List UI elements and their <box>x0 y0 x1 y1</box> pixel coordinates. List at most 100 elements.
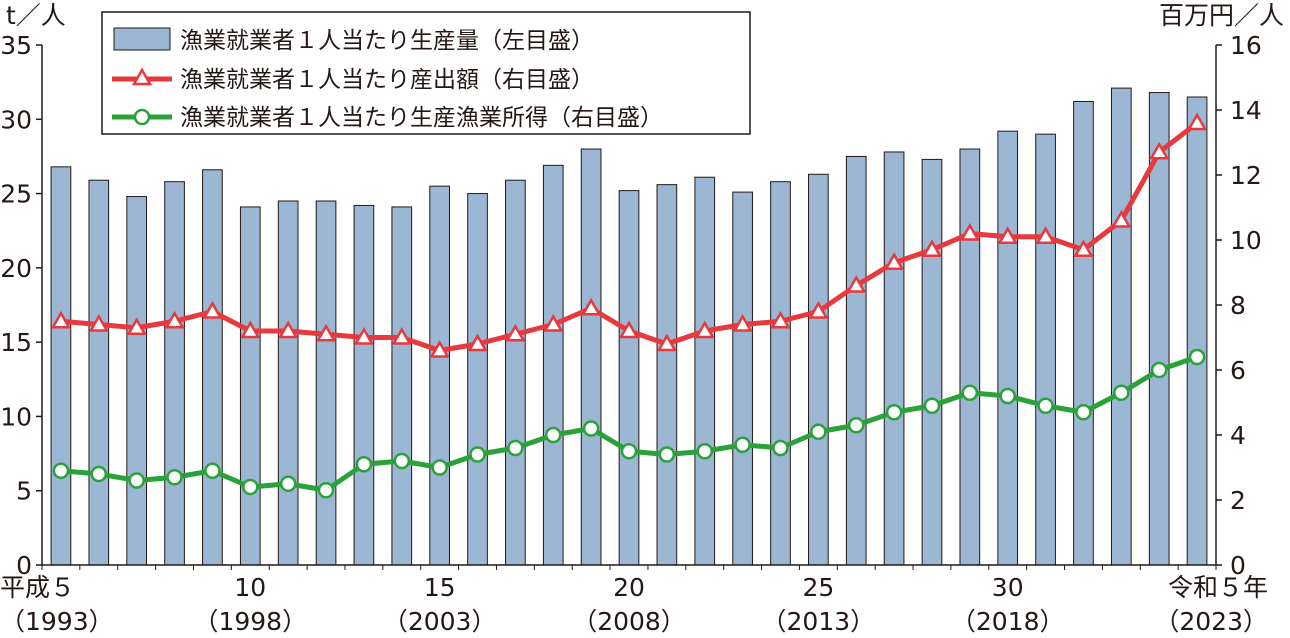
point-income <box>1113 384 1130 401</box>
point-output <box>315 323 337 342</box>
point-income <box>393 452 411 470</box>
bar <box>353 204 375 566</box>
point-output <box>959 222 980 241</box>
point-income <box>317 482 335 499</box>
point-income <box>431 459 448 476</box>
point-income <box>810 423 827 440</box>
point-output <box>656 333 678 352</box>
legend-circle-marker <box>133 108 151 126</box>
x-tick-label: 10 <box>234 573 266 602</box>
point-income <box>734 436 751 453</box>
bar <box>808 173 829 566</box>
legend-box <box>101 11 751 135</box>
bar <box>315 200 337 566</box>
x-tick-year-label: （1993） <box>0 607 114 636</box>
point-output <box>202 300 223 319</box>
point-output <box>353 326 375 345</box>
x-tick-year-label: （2018） <box>951 607 1065 636</box>
point-output <box>50 310 72 329</box>
bar <box>883 151 905 566</box>
x-tick-year-label: （1998） <box>193 607 307 636</box>
point-income <box>923 397 941 414</box>
point-income <box>961 384 979 401</box>
point-output <box>997 226 1018 244</box>
point-income <box>166 469 183 486</box>
left-tick-label: 10 <box>0 402 32 431</box>
x-tick-year-label: （2023） <box>1154 607 1268 636</box>
bar <box>656 184 678 566</box>
point-output <box>543 313 564 332</box>
bar <box>88 179 110 566</box>
point-income <box>355 456 373 473</box>
point-output <box>846 274 867 293</box>
point-output <box>505 323 526 342</box>
point-output <box>164 310 185 329</box>
point-output <box>618 320 640 339</box>
point-income <box>696 443 713 460</box>
bar <box>429 185 450 566</box>
x-tick-year-label: （2003） <box>383 607 497 636</box>
point-output <box>467 333 488 352</box>
point-income <box>469 446 486 463</box>
point-income <box>1075 404 1092 421</box>
point-output <box>391 326 412 345</box>
point-income <box>582 420 600 437</box>
point-income <box>507 439 524 457</box>
bar <box>164 181 185 566</box>
right-tick-label: 12 <box>1230 161 1262 190</box>
point-income <box>90 465 108 483</box>
point-output <box>1035 226 1056 244</box>
left-tick-label: 15 <box>0 328 32 357</box>
point-income <box>885 404 903 421</box>
x-tick-label: 20 <box>613 573 645 602</box>
point-output <box>429 339 450 358</box>
bar <box>580 148 602 566</box>
point-income <box>772 439 789 457</box>
x-tick-label: 30 <box>992 573 1024 602</box>
bar <box>770 181 791 566</box>
bar <box>1035 133 1056 566</box>
bar <box>391 206 413 566</box>
left-axis-unit: t／人 <box>6 1 66 30</box>
line-series <box>50 112 1208 499</box>
left-tick-label: 20 <box>0 254 32 283</box>
bar <box>1110 87 1132 566</box>
legend-label-production: 漁業就業者１人当たり生産量（左目盛） <box>180 28 594 54</box>
point-income <box>279 475 297 492</box>
axes: 0 5 10 15 20 25 30 35 0 2 4 6 8 10 12 14 16 平成５ （1993） 10 （1… <box>0 31 1268 636</box>
x-tick-label: 平成５ <box>0 573 75 602</box>
point-income <box>620 443 638 460</box>
point-output <box>808 300 829 319</box>
point-output <box>883 252 905 270</box>
point-income <box>658 446 676 463</box>
legend-triangle-marker <box>131 67 153 86</box>
point-output <box>1186 112 1208 131</box>
legend-label-output: 漁業就業者１人当たり産出額（右目盛） <box>180 67 594 93</box>
legend-bar-swatch <box>113 27 171 51</box>
bar <box>997 130 1019 566</box>
bar <box>126 196 148 566</box>
point-income <box>1188 348 1206 366</box>
bar <box>1073 100 1094 566</box>
bar <box>845 155 867 566</box>
left-tick-label: 35 <box>0 31 32 60</box>
bar <box>542 164 564 566</box>
left-tick-label: 5 <box>16 477 32 506</box>
x-tick-year-label: （2008） <box>572 607 686 636</box>
point-output <box>580 297 602 316</box>
point-output <box>88 313 109 332</box>
x-tick-year-label: （2013） <box>762 607 876 636</box>
bar <box>202 169 223 566</box>
point-output <box>1073 239 1094 257</box>
point-income <box>1150 361 1168 379</box>
x-tick-label: 25 <box>802 573 834 602</box>
bar <box>239 206 261 566</box>
right-tick-label: 14 <box>1230 96 1262 125</box>
right-tick-label: 8 <box>1230 291 1246 320</box>
legend-label-income: 漁業就業者１人当たり生産漁業所得（右目盛） <box>180 105 663 131</box>
point-income <box>545 426 562 444</box>
point-output <box>1149 141 1170 160</box>
point-output <box>921 239 943 257</box>
bar <box>50 166 72 566</box>
